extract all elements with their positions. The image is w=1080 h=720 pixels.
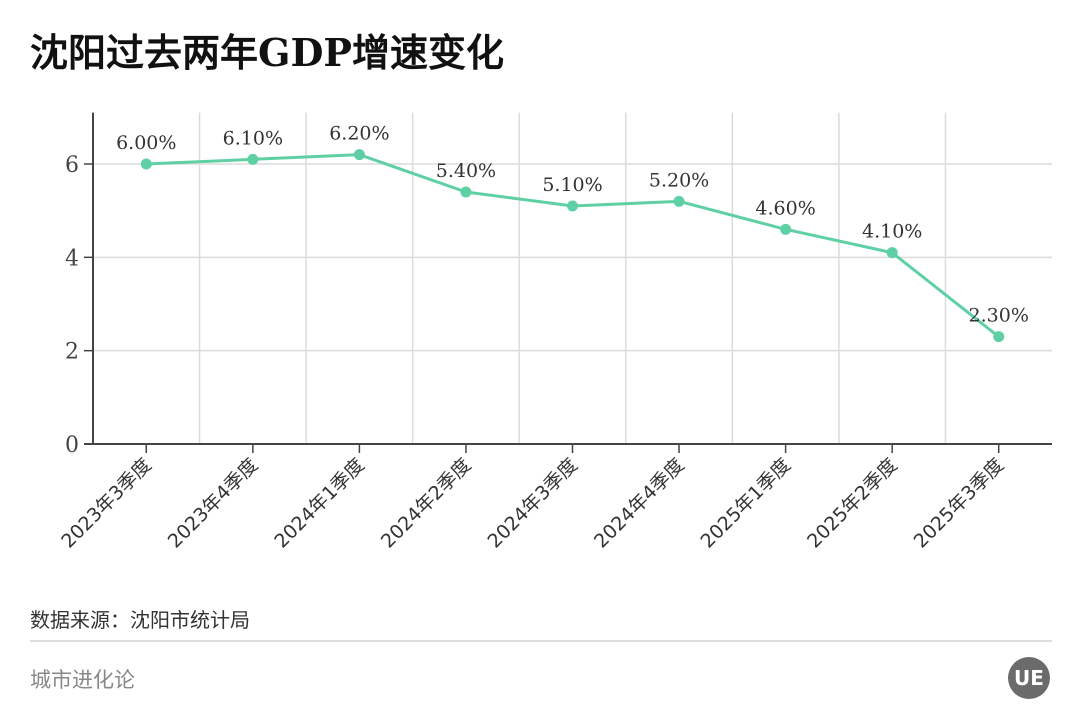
data-label: 5.40% xyxy=(436,160,496,182)
x-tick-label: 2023年4季度 xyxy=(164,454,263,553)
y-tick-label: 6 xyxy=(65,153,79,178)
data-label: 6.00% xyxy=(116,132,176,154)
x-tick-label: 2024年4季度 xyxy=(590,454,689,553)
data-label: 2.30% xyxy=(969,305,1029,327)
data-label: 5.20% xyxy=(649,169,709,191)
x-tick-label: 2024年3季度 xyxy=(483,454,582,553)
x-tick-label: 2024年2季度 xyxy=(377,454,476,553)
divider xyxy=(30,640,1052,642)
x-tick-label: 2024年1季度 xyxy=(270,454,369,553)
data-label: 6.20% xyxy=(329,123,389,145)
x-tick-label: 2025年3季度 xyxy=(910,454,1009,553)
chart-title: 沈阳过去两年GDP增速变化 xyxy=(30,30,504,75)
data-point xyxy=(460,186,472,198)
x-tick-label: 2025年2季度 xyxy=(803,454,902,553)
data-point xyxy=(993,331,1005,343)
data-point xyxy=(886,247,898,259)
brand-logo: UE xyxy=(1008,657,1050,699)
data-point xyxy=(247,153,259,165)
data-point xyxy=(567,200,578,212)
y-tick-label: 2 xyxy=(65,340,79,365)
brand-name: 城市进化论 xyxy=(30,668,135,692)
data-point xyxy=(353,149,365,161)
data-source: 数据来源：沈阳市统计局 xyxy=(30,608,250,632)
data-label: 6.10% xyxy=(223,127,283,149)
x-tick-label: 2025年1季度 xyxy=(697,454,796,553)
x-tick-label: 2023年3季度 xyxy=(57,454,156,553)
data-point xyxy=(673,195,685,207)
data-label: 4.10% xyxy=(862,221,922,243)
y-tick-label: 0 xyxy=(65,433,79,458)
data-label: 4.60% xyxy=(755,197,815,219)
data-label: 5.10% xyxy=(542,174,602,196)
y-tick-label: 4 xyxy=(65,246,79,271)
data-point xyxy=(140,158,152,170)
data-point xyxy=(780,223,792,235)
